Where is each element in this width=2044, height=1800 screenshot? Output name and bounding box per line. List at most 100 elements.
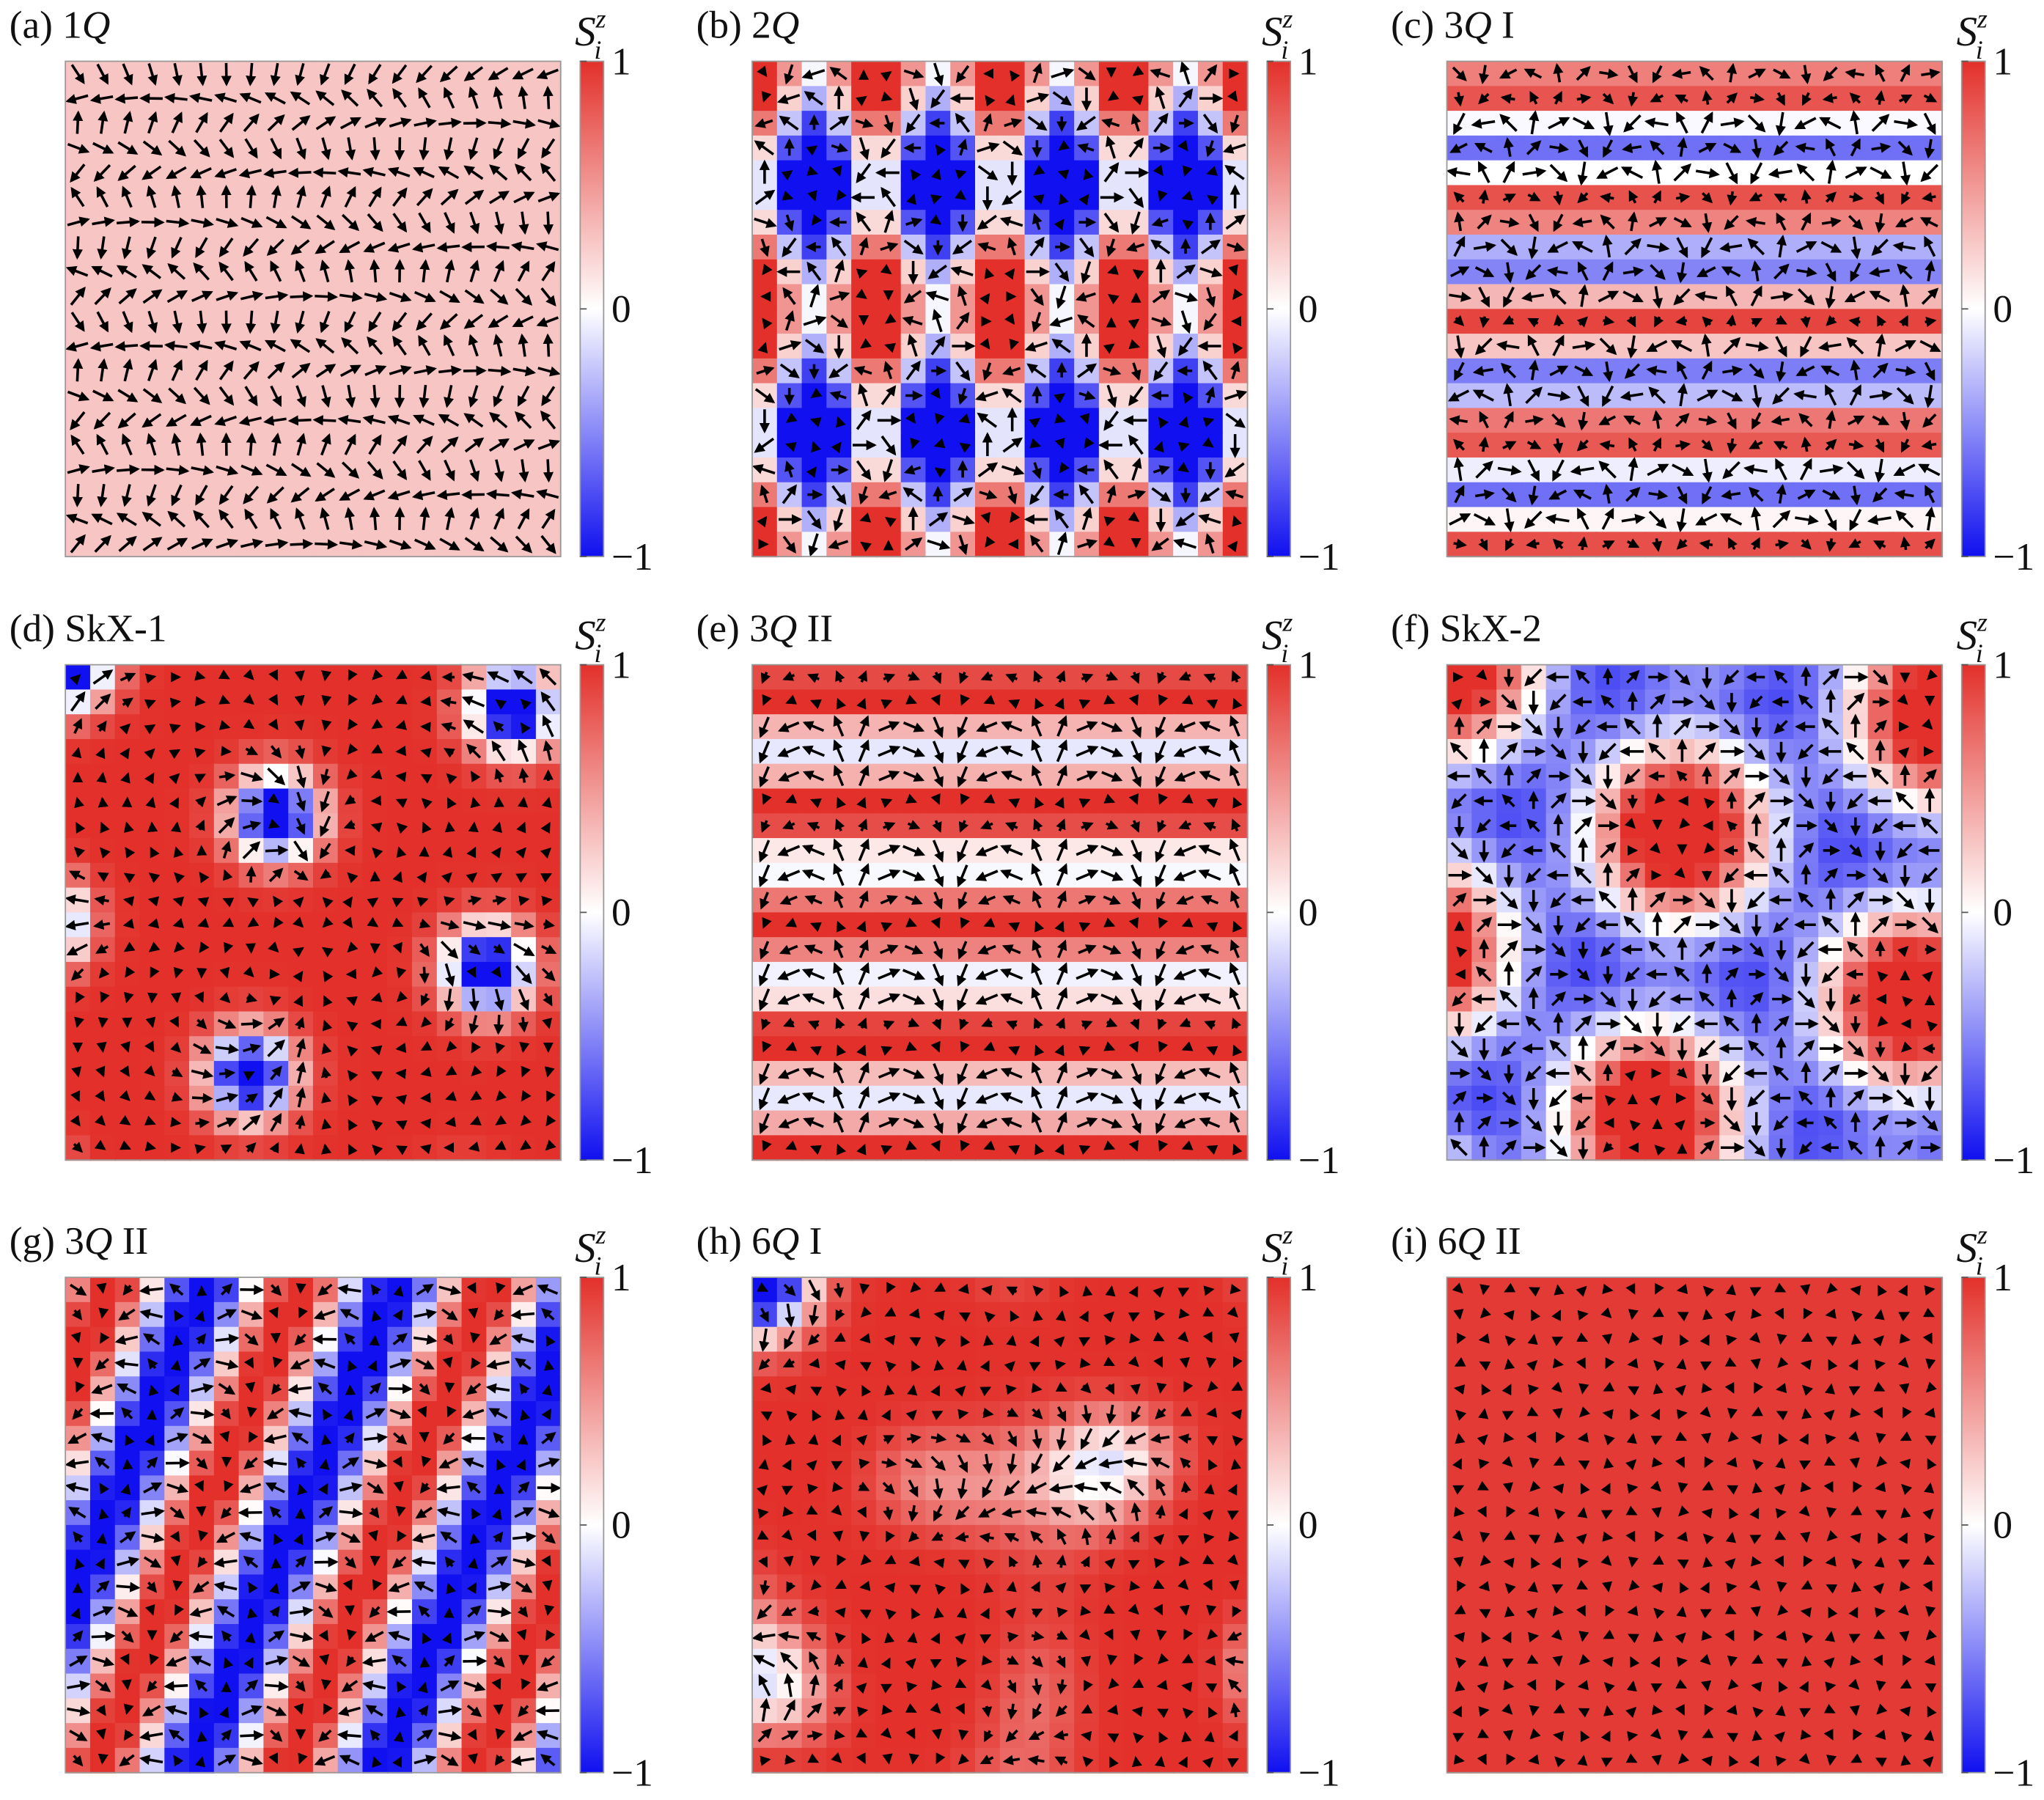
spin-arrow — [287, 167, 312, 178]
spin-arrow — [1131, 95, 1144, 106]
spin-arrow — [881, 798, 893, 809]
colorbar-tick-label: 1 — [1993, 642, 2012, 686]
spin-arrow — [321, 1118, 332, 1130]
spin-arrow — [197, 917, 210, 928]
spin-arrow — [420, 774, 433, 784]
spin-arrow — [1726, 314, 1737, 327]
spin-arrow — [1128, 793, 1139, 805]
panel-label: (a) 1Q — [10, 3, 111, 47]
symbol: S — [1262, 612, 1282, 658]
spin-arrow — [930, 694, 941, 706]
spin-arrow — [1005, 94, 1015, 106]
spin-arrow — [348, 669, 358, 681]
spin-arrow — [983, 694, 996, 705]
spin-arrow — [488, 118, 512, 129]
label-part: II — [797, 606, 833, 650]
spin-arrow — [1206, 1046, 1218, 1056]
spin-arrow — [466, 966, 477, 979]
spin-arrow — [395, 1120, 408, 1131]
spin-arrow — [856, 697, 867, 710]
spin-arrow — [836, 697, 847, 710]
spin-arrow — [960, 916, 970, 929]
colorbar-tick-label: 1 — [1993, 39, 2012, 83]
spin-arrow — [761, 91, 772, 103]
superscript: z — [595, 607, 606, 636]
spin-arrow — [223, 941, 234, 954]
spin-arrow — [222, 897, 235, 908]
spin-arrow — [935, 413, 945, 425]
subscript: i — [1281, 35, 1288, 65]
spin-arrow — [930, 793, 941, 805]
spin-arrow — [322, 1019, 333, 1032]
spin-arrow — [1158, 1040, 1169, 1053]
spin-arrow — [371, 743, 383, 754]
label-part: I — [1492, 3, 1515, 47]
spin-arrow — [1103, 1041, 1116, 1051]
spin-arrow — [392, 871, 402, 884]
spin-arrow — [811, 441, 821, 453]
spin-arrow — [518, 1017, 529, 1033]
spin-arrow — [72, 484, 84, 507]
spin-arrow — [1153, 441, 1164, 453]
spin-arrow — [294, 719, 305, 731]
spin-arrow — [1206, 922, 1218, 933]
spin-arrow — [195, 1117, 210, 1128]
spin-arrow — [910, 437, 920, 449]
spin-arrow — [321, 1092, 331, 1103]
spin-arrow — [516, 821, 526, 834]
spin-arrow — [960, 1040, 970, 1053]
spin-arrow — [1079, 413, 1090, 425]
spin-arrow — [762, 793, 772, 805]
spin-arrow — [933, 438, 946, 449]
spin-arrow — [1158, 694, 1169, 706]
spin-arrow — [810, 922, 822, 933]
spin-arrow — [485, 489, 510, 500]
spin-arrow — [1652, 538, 1663, 552]
symbol: S — [575, 612, 595, 658]
spin-arrow — [1202, 417, 1215, 427]
spin-arrow — [96, 1041, 107, 1053]
spin-arrow — [293, 995, 304, 1007]
colorbar-tick-label: 1 — [611, 39, 631, 83]
spin-arrow — [494, 1140, 507, 1150]
label-part: Q — [769, 606, 798, 650]
spin-arrow — [1181, 793, 1194, 804]
spin-arrow — [1034, 920, 1045, 933]
spin-arrow — [395, 1016, 408, 1026]
spin-arrow — [884, 342, 896, 353]
spin-arrow — [836, 796, 847, 809]
spin-arrow — [836, 416, 846, 428]
spin-arrow — [218, 720, 231, 730]
colorbar-label: Sz i — [575, 4, 606, 65]
colorbar-tick-label: −1 — [1993, 535, 2034, 578]
spin-arrow — [807, 190, 817, 202]
spin-arrow — [1181, 1140, 1194, 1150]
spin-arrow — [1034, 796, 1045, 809]
spin-arrow — [470, 1115, 482, 1125]
spin-arrow — [1158, 190, 1168, 202]
spin-arrow — [1009, 338, 1020, 350]
spin-arrow — [222, 917, 235, 927]
spin-arrow — [74, 796, 84, 809]
spin-arrow — [785, 441, 797, 452]
label-part: (d) SkX-1 — [10, 606, 167, 650]
spin-arrow — [1034, 1044, 1045, 1057]
spin-arrow — [73, 110, 84, 134]
spin-arrow — [144, 1115, 156, 1125]
spin-arrow — [419, 1144, 432, 1155]
spin-arrow — [1128, 1139, 1139, 1152]
spin-arrow — [73, 358, 84, 382]
spin-arrow — [321, 670, 332, 682]
spin-arrow — [221, 746, 232, 757]
spin-arrow — [1603, 315, 1615, 326]
spin-arrow — [983, 793, 996, 804]
spin-arrow — [1057, 169, 1070, 180]
spin-arrow — [1775, 539, 1790, 550]
spin-arrow — [930, 1040, 941, 1053]
spin-arrow — [905, 694, 917, 705]
spin-arrow — [117, 464, 140, 475]
spin-arrow — [422, 821, 432, 834]
spin-arrow — [1800, 316, 1811, 328]
